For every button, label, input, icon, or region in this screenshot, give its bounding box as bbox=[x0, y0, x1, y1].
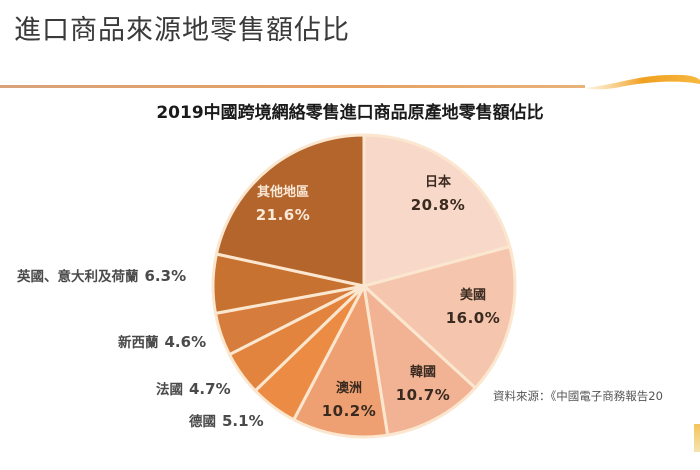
pie-slice bbox=[362, 133, 512, 288]
slice-label-korea: 韓國 10.7% bbox=[395, 365, 451, 404]
corner-decoration bbox=[694, 424, 700, 452]
slice-label-germany: 德國 5.1% bbox=[189, 412, 264, 430]
pie-slice bbox=[214, 133, 366, 288]
pie-slice bbox=[362, 284, 477, 437]
title-divider bbox=[0, 85, 585, 88]
slice-label-japan: 日本 20.8% bbox=[410, 175, 466, 214]
orange-swoosh-decoration bbox=[585, 74, 700, 90]
slice-label-australia: 澳洲 10.2% bbox=[321, 381, 377, 420]
chart-title: 2019中國跨境網絡零售進口商品原產地零售額佔比 bbox=[156, 103, 544, 123]
pie-slice bbox=[292, 284, 390, 439]
slice-label-france: 法國 4.7% bbox=[156, 380, 231, 398]
page-title: 進口商品來源地零售額佔比 bbox=[14, 15, 350, 46]
data-source-note: 資料來源：《中國電子商務報告20 bbox=[493, 389, 663, 403]
slice-label-usa: 美國 16.0% bbox=[445, 288, 501, 327]
slice-label-others: 其他地區 21.6% bbox=[255, 185, 311, 224]
slice-label-new-zealand: 新西蘭 4.6% bbox=[118, 333, 207, 351]
slice-label-uk-italy-netherlands: 英國、意大利及荷蘭 6.3% bbox=[17, 267, 187, 285]
pie-slice bbox=[362, 245, 517, 390]
